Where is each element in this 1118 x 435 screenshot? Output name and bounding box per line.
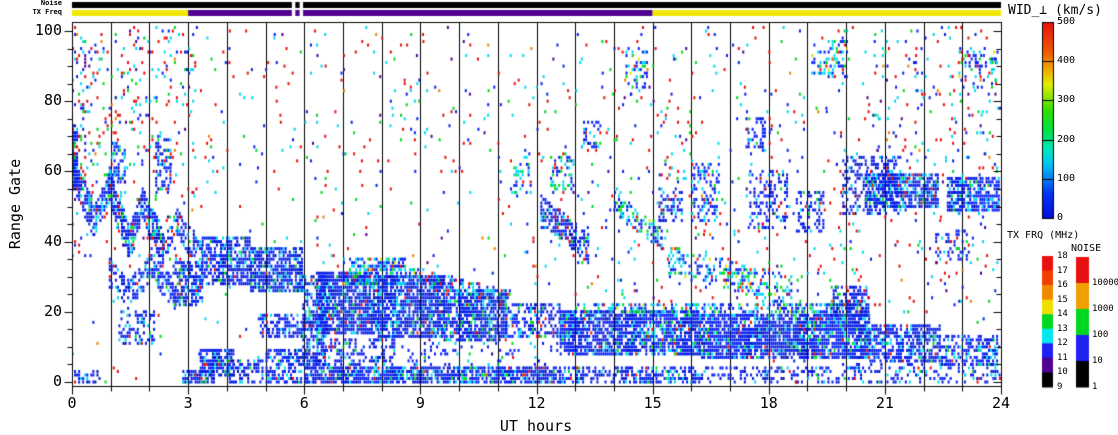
tx-tick-label: 12 — [1057, 338, 1068, 349]
tx-colorbar-title: TX FRQ (MHz) — [1007, 230, 1080, 241]
tx-tick-label: 9 — [1057, 382, 1063, 392]
x-tick-label: 3 — [183, 394, 193, 412]
wid-tick-label: 100 — [1057, 172, 1076, 184]
x-tick-label: 0 — [67, 394, 77, 412]
tx-tick-label: 14 — [1057, 309, 1068, 320]
noise-tick-label: 1000 — [1092, 304, 1114, 314]
tx-tick-label: 16 — [1057, 280, 1068, 291]
wid-tick-label: 200 — [1057, 133, 1076, 145]
tx-tick-label: 18 — [1057, 251, 1068, 261]
x-tick-label: 12 — [527, 394, 546, 412]
y-tick-label: 20 — [43, 301, 62, 320]
x-tick-label: 21 — [875, 394, 894, 412]
x-tick-label: 24 — [991, 394, 1011, 412]
noise-bar-label: Noise — [40, 0, 62, 7]
y-tick-label: 60 — [43, 161, 62, 180]
x-tick-label: 18 — [759, 394, 778, 412]
y-tick-label: 80 — [43, 91, 62, 110]
x-tick-label: 9 — [415, 394, 425, 412]
wid-colorbar-title: WID_⊥ (km/s) — [1008, 3, 1102, 18]
tx-freq-bar-label: TX Freq — [32, 8, 62, 16]
wid-tick-label: 500 — [1057, 16, 1076, 27]
y-tick-label: 40 — [43, 231, 62, 250]
tx-tick-label: 10 — [1057, 367, 1068, 378]
noise-tick-label: 100 — [1092, 330, 1109, 340]
wid-tick-label: 300 — [1057, 94, 1076, 106]
y-tick-label: 100 — [34, 21, 62, 39]
tx-tick-label: 11 — [1057, 352, 1068, 363]
noise-tick-label: 10 — [1092, 356, 1103, 366]
tx-tick-label: 17 — [1057, 265, 1068, 276]
wid-tick-label: 400 — [1057, 55, 1076, 67]
noise-tick-label: 10000 — [1092, 278, 1118, 288]
y-axis-title: Range Gate — [6, 158, 24, 250]
noise-tick-label: 1 — [1092, 382, 1098, 392]
x-tick-label: 15 — [643, 394, 662, 412]
y-tick-label: 0 — [52, 372, 62, 390]
noise-colorbar-title: NOISE — [1071, 243, 1102, 254]
x-tick-label: 6 — [299, 394, 309, 412]
tx-tick-label: 15 — [1057, 294, 1068, 305]
tx-tick-label: 13 — [1057, 323, 1068, 334]
x-axis-title: UT hours — [499, 417, 573, 435]
wid-tick-label: 0 — [1057, 212, 1064, 223]
